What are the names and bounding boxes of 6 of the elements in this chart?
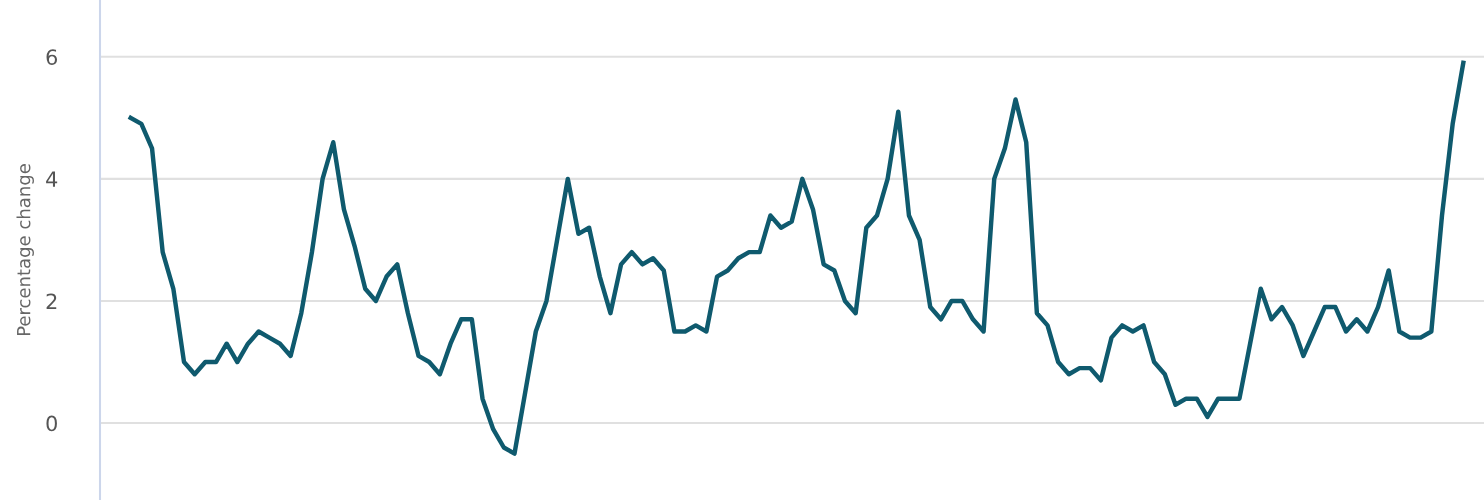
y-tick-label: 2 bbox=[46, 293, 57, 309]
line-series bbox=[128, 60, 1466, 456]
y-tick-label: 4 bbox=[46, 171, 58, 187]
y-tick-label: 6 bbox=[46, 49, 58, 65]
y-axis-title: Percentage change bbox=[16, 164, 34, 336]
y-tick-label: 0 bbox=[46, 415, 57, 432]
